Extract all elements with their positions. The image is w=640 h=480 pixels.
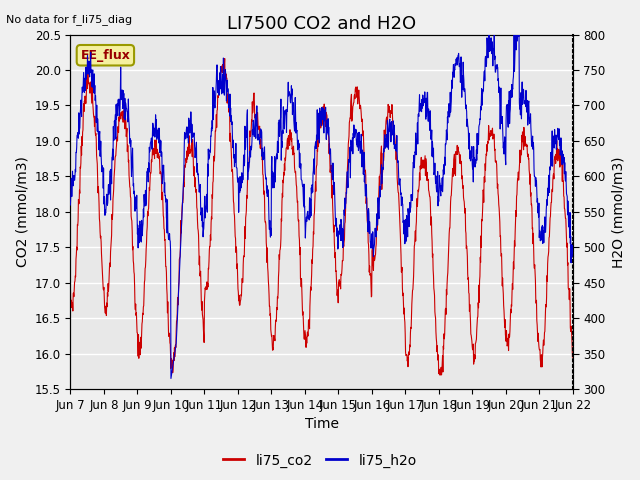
Legend: li75_co2, li75_h2o: li75_co2, li75_h2o: [218, 448, 422, 473]
Y-axis label: H2O (mmol/m3): H2O (mmol/m3): [611, 156, 625, 267]
X-axis label: Time: Time: [305, 418, 339, 432]
Title: LI7500 CO2 and H2O: LI7500 CO2 and H2O: [227, 15, 416, 33]
Text: No data for f_li75_diag: No data for f_li75_diag: [6, 14, 132, 25]
Y-axis label: CO2 (mmol/m3): CO2 (mmol/m3): [15, 156, 29, 267]
Text: EE_flux: EE_flux: [81, 49, 131, 62]
